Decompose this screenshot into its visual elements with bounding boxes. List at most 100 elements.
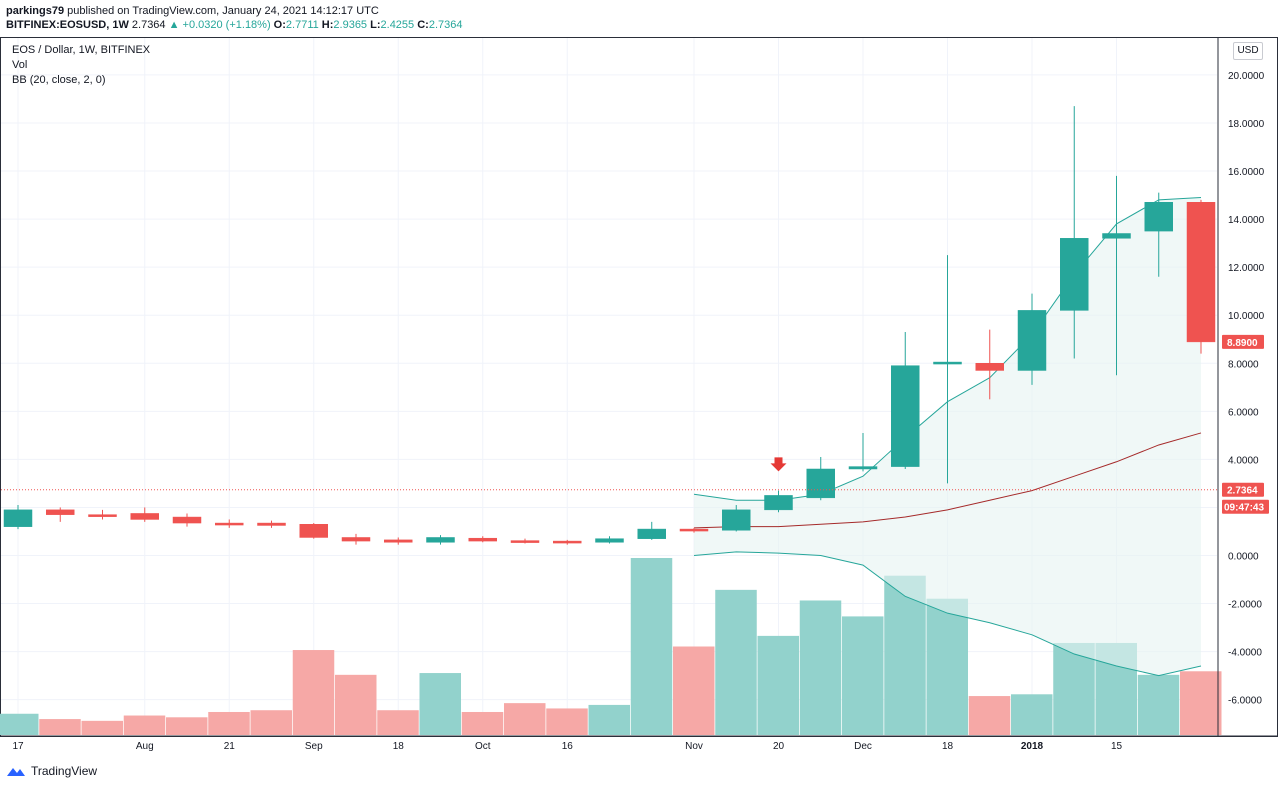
volume-bars [0,558,1222,735]
lower-band-line [693,551,1202,677]
ohlc-header: BITFINEX:EOSUSD, 1W 2.7364 ▲ +0.0320 (+1… [6,19,463,31]
volume-bar [81,720,123,735]
candle-body [341,537,371,542]
volume-bar [1180,671,1222,735]
price-labels: 8.8900 2.7364 09:47:43 [1222,334,1269,514]
high-label: H: [318,19,334,31]
author-name[interactable]: parkings79 [6,5,65,17]
volume-bar [504,703,546,735]
candle-body [257,522,286,526]
volume-bar [250,710,292,735]
price-axis: 20.0000 18.0000 16.0000 14.0000 12.0000 10.00… [1228,71,1265,707]
candle-body [3,509,33,527]
candle-body [891,365,920,467]
time-tick-label: Dec [854,741,872,752]
volume-bar [166,717,208,735]
volume-bar [546,708,588,735]
candle-body [426,537,455,543]
tradingview-branding[interactable]: TradingView [6,764,97,778]
candle-body [1060,238,1089,311]
candle-body [510,540,540,543]
time-tick-label: 16 [562,741,574,752]
volume-bar [799,600,842,735]
time-tick-label: 15 [1111,741,1123,752]
last-price: 2.7364 [128,19,169,31]
price-tick-label: 16.0000 [1228,167,1265,178]
candle-body [299,524,328,538]
time-axis: 17 Aug 21 Sep 18 Oct 16 Nov 20 Dec 18 2018 15 [12,741,1122,752]
low-value: 2.4255 [380,19,415,31]
candle-body [1102,233,1131,239]
publish-header: parkings79 published on TradingView.com,… [6,5,379,17]
volume-bar [377,710,419,735]
price-tick-label: -2.0000 [1228,600,1262,611]
price-tick-label: -6.0000 [1228,696,1262,707]
price-tick-label: 20.0000 [1228,71,1265,82]
price-tick-label: 4.0000 [1228,455,1259,466]
high-value: 2.9365 [333,19,368,31]
price-tick-label: 6.0000 [1228,407,1259,418]
price-change: ▲ +0.0320 (+1.18%) [168,19,271,31]
current-price-label: 2.7364 [1227,486,1258,497]
time-tick-label: 18 [393,741,405,752]
close-label: C: [414,19,429,31]
time-tick-label: Aug [136,741,154,752]
volume-bar [968,696,1011,735]
time-tick-label: Sep [305,741,323,752]
candle-body [679,528,709,532]
legend-vol[interactable]: Vol [12,59,28,71]
branding-text: TradingView [31,764,98,778]
price-tick-label: 18.0000 [1228,119,1265,130]
publish-info: published on TradingView.com, January 24… [64,5,379,17]
volume-bar [292,650,335,735]
candle-body [172,516,202,524]
candle-body [595,538,624,543]
symbol-label: BITFINEX:EOSUSD, 1W [6,19,129,31]
volume-bar [673,646,715,735]
candle-body [933,361,962,365]
close-value: 2.7364 [428,19,463,31]
time-tick-label: 20 [773,741,785,752]
currency-button[interactable]: USD [1233,42,1263,60]
open-value: 2.7711 [285,19,319,31]
volume-bar [335,674,377,735]
candle-body [1186,202,1216,343]
candle-body [806,468,835,499]
last-close-label-bg [1222,334,1264,349]
legend-title: EOS / Dollar, 1W, BITFINEX [12,44,151,56]
candles [3,106,1216,545]
price-tick-label: -4.0000 [1228,648,1262,659]
volume-bar [208,711,250,735]
chart-markers [1,457,1217,491]
time-tick-label: Oct [475,741,491,752]
time-tick-label: 21 [224,741,236,752]
price-tick-label: 12.0000 [1228,263,1265,274]
candle-body [384,539,413,543]
down-arrow-marker-icon [770,457,787,472]
basis-line [693,432,1202,529]
candle-body [637,528,666,539]
legend-bb[interactable]: BB (20, close, 2, 0) [12,74,106,86]
candle-body [88,514,117,517]
candle-body [46,509,75,515]
current-price-label-bg [1222,482,1264,497]
volume-bar [1011,694,1053,735]
volume-bar [715,589,757,735]
candle-body [1017,310,1047,371]
candle-body [468,537,497,542]
volume-bar [1137,674,1180,735]
tradingview-logo-icon [7,768,25,776]
volume-bar [757,635,799,735]
candle-body [130,513,159,520]
candle-body [764,495,793,511]
time-tick-label: 2018 [1021,741,1044,752]
volume-bar [123,715,166,735]
last-close-label: 8.8900 [1227,338,1258,349]
volume-bar [926,598,968,735]
candle-body [215,522,244,526]
price-tick-label: 10.0000 [1228,311,1265,322]
candle-body [722,509,751,531]
candle-body [1144,202,1173,232]
volume-bar [0,713,39,735]
